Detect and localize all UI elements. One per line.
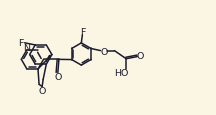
Text: F: F [80, 27, 86, 36]
Text: N: N [23, 43, 30, 52]
Text: HO: HO [114, 69, 129, 78]
Text: F: F [18, 39, 23, 48]
Text: O: O [100, 47, 108, 56]
Text: O: O [137, 52, 144, 61]
Text: O: O [38, 86, 45, 95]
Text: O: O [55, 72, 62, 81]
